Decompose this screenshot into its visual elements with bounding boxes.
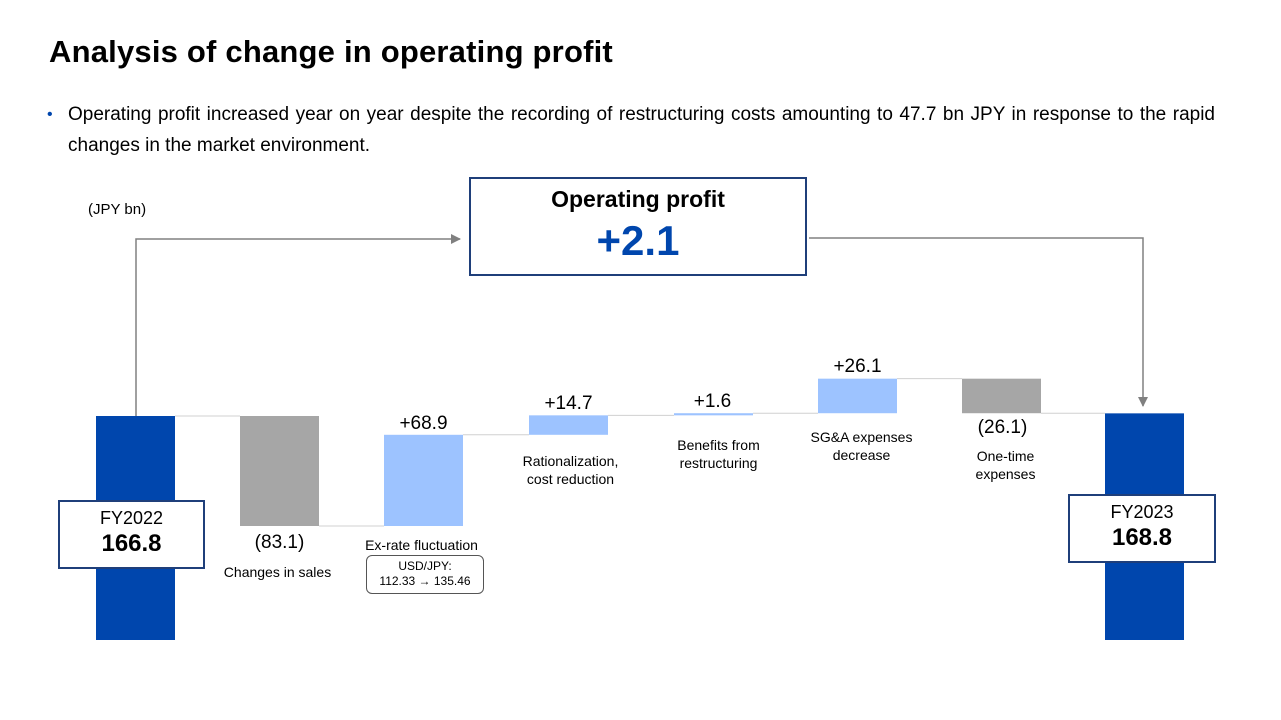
value-label-ex-rate-fluctuation: +68.9 [399,413,447,434]
category-label-sg-a-expenses-decrease: decrease [833,447,891,463]
category-label-benefits-from-restructuring: restructuring [680,455,758,471]
fy2023-label: FY2023 [1110,502,1174,522]
category-label-ex-rate-fluctuation: Ex-rate fluctuation [365,537,478,553]
fx-rate-note-line1: USD/JPY: [398,559,452,573]
fy2023-value: 168.8 [1111,524,1173,551]
fy2022-value: 166.8 [101,530,162,557]
value-label-changes-in-sales: (83.1) [255,532,305,553]
bar-sg-a-expenses-decrease [818,378,897,414]
page-title: Analysis of change in operating profit [49,34,613,69]
fy2023-box: FY2023 168.8 [1068,494,1216,563]
category-label-benefits-from-restructuring: Benefits from [677,437,759,453]
summary-text: Operating profit increased year on year … [68,104,1215,156]
summary-bullet: • Operating profit increased year on yea… [47,99,1215,161]
unit-label: (JPY bn) [88,201,147,218]
bar-rationalization-cost-reduction [529,415,608,435]
connector-lines [175,378,1105,527]
flow-arrow-right [809,237,1148,407]
category-label-one-time-expenses: One-time [977,448,1035,464]
bullet-icon: • [47,106,53,123]
bar-ex-rate-fluctuation [384,434,463,526]
chart-labels: (83.1) Changes in sales +68.9 Ex-rate fluct… [224,356,1036,580]
chart-bars [96,378,1184,640]
bar-benefits-from-restructuring [674,413,753,416]
category-label-rationalization-cost-reduction: cost reduction [527,471,614,487]
value-label-benefits-from-restructuring: +1.6 [694,391,732,412]
operating-profit-title: Operating profit [551,186,725,212]
operating-profit-box: Operating profit +2.1 [469,177,807,276]
category-label-one-time-expenses: expenses [976,466,1036,482]
value-label-sg-a-expenses-decrease: +26.1 [833,356,881,377]
flow-arrows [135,234,1148,416]
fx-rate-note: USD/JPY: 112.33 → 135.46 [366,555,484,594]
bar-one-time-expenses [962,378,1041,414]
fx-rate-note-line2: 112.33 → 135.46 [379,574,471,588]
category-label-changes-in-sales: Changes in sales [224,564,331,580]
category-label-sg-a-expenses-decrease: SG&A expenses [811,429,913,445]
value-label-rationalization-cost-reduction: +14.7 [544,393,592,414]
bar-changes-in-sales [240,416,319,526]
value-label-one-time-expenses: (26.1) [978,417,1028,438]
fy2022-label: FY2022 [99,508,164,528]
operating-profit-change: +2.1 [596,217,680,264]
category-label-rationalization-cost-reduction: Rationalization, [523,453,619,469]
fy2022-box: FY2022 166.8 [58,500,205,569]
flow-arrow-left [135,234,461,416]
